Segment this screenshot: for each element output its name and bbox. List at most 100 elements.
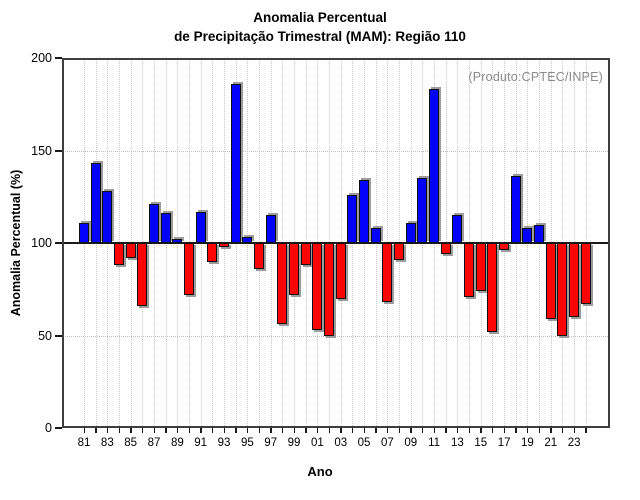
bar-1995 <box>242 237 253 243</box>
x-tick-label-01: 01 <box>310 437 324 449</box>
y-tick <box>55 427 62 429</box>
x-tick <box>351 428 354 433</box>
bar-2018 <box>510 176 521 243</box>
x-tick-label-03: 03 <box>334 437 348 449</box>
bar-2019 <box>522 228 533 243</box>
plot-area: (Produto:CPTEC/INPE) <box>62 58 610 428</box>
x-tick-label-95: 95 <box>240 437 254 449</box>
x-tick <box>165 428 167 433</box>
bar-2003 <box>335 243 346 299</box>
bar-1986 <box>137 243 148 306</box>
x-tick <box>410 428 412 433</box>
bar-2004 <box>347 194 358 243</box>
bar-1999 <box>289 243 300 295</box>
x-tick <box>281 428 284 433</box>
x-tick-label-21: 21 <box>544 437 558 449</box>
bar-2000 <box>300 243 311 266</box>
x-tick <box>561 428 564 433</box>
x-tick-label-91: 91 <box>194 437 208 449</box>
x-tick-label-13: 13 <box>451 437 464 449</box>
bar-2013 <box>452 215 463 243</box>
x-tick <box>258 428 261 433</box>
bar-1989 <box>172 239 183 243</box>
x-tick-label-11: 11 <box>428 437 441 449</box>
x-tick <box>293 428 296 433</box>
y-tick-label-200: 200 <box>31 51 52 65</box>
x-tick <box>106 428 109 433</box>
x-tick-label-85: 85 <box>124 437 138 449</box>
x-tick-label-89: 89 <box>170 437 184 449</box>
bar-2022 <box>557 243 568 336</box>
bar-2006 <box>370 228 381 243</box>
x-tick <box>141 428 144 433</box>
y-tick-label-100: 100 <box>31 236 52 250</box>
bar-2021 <box>545 243 556 319</box>
x-tick <box>83 428 85 433</box>
bar-1984 <box>114 243 124 266</box>
x-tick-label-17: 17 <box>497 437 511 449</box>
x-tick <box>200 428 202 433</box>
x-tick <box>573 428 576 433</box>
x-tick <box>153 428 156 433</box>
x-tick <box>375 428 377 433</box>
x-tick <box>340 428 342 433</box>
x-tick <box>456 428 459 433</box>
bar-2011 <box>429 89 440 243</box>
x-tick <box>223 428 226 433</box>
bar-1981 <box>79 222 89 243</box>
bar-1982 <box>90 163 101 243</box>
x-tick <box>386 428 389 433</box>
x-tick <box>433 428 436 433</box>
x-tick <box>550 428 552 433</box>
bar-1988 <box>160 213 171 243</box>
x-tick-label-09: 09 <box>404 437 418 449</box>
x-axis-label: Ano <box>307 464 333 479</box>
bar-2023 <box>569 243 580 317</box>
x-tick <box>130 428 132 433</box>
bar-2009 <box>405 222 416 243</box>
bar-2008 <box>394 243 405 260</box>
x-tick <box>503 428 506 433</box>
bar-1991 <box>195 211 206 243</box>
y-tick-label-0: 0 <box>45 421 52 435</box>
x-tick <box>211 428 214 433</box>
bar-2016 <box>487 243 498 332</box>
h-gridline-50 <box>62 335 610 337</box>
bar-2007 <box>382 243 393 303</box>
h-gridline-150 <box>62 150 610 152</box>
y-tick <box>55 242 62 244</box>
y-tick-label-150: 150 <box>31 143 52 158</box>
x-tick <box>305 428 307 433</box>
x-tick-label-07: 07 <box>381 437 394 449</box>
x-tick <box>398 428 401 433</box>
y-tick <box>55 57 62 59</box>
x-tick-label-83: 83 <box>100 437 114 449</box>
x-tick <box>421 428 424 433</box>
x-tick <box>188 428 191 433</box>
bar-2001 <box>312 243 323 330</box>
x-tick <box>445 428 447 433</box>
x-tick <box>491 428 494 433</box>
x-tick-label-05: 05 <box>357 437 371 449</box>
x-tick-label-93: 93 <box>217 437 231 449</box>
bar-1990 <box>184 243 195 295</box>
x-tick <box>585 428 587 433</box>
chart-title: Anomalia Percentual de Precipitação Trim… <box>0 8 640 46</box>
bar-2020 <box>534 224 545 243</box>
x-tick-label-19: 19 <box>521 437 534 449</box>
y-tick <box>55 149 62 152</box>
bar-2010 <box>417 178 428 243</box>
x-tick-label-15: 15 <box>474 437 488 449</box>
x-tick <box>316 428 319 433</box>
x-tick-label-99: 99 <box>287 437 301 449</box>
x-tick <box>270 428 272 433</box>
chart-title-line2: de Precipitação Trimestral (MAM): Região… <box>174 29 466 44</box>
bar-1994 <box>230 83 241 243</box>
bar-1987 <box>149 204 160 243</box>
x-tick <box>363 428 366 433</box>
bar-1992 <box>207 243 218 262</box>
x-tick <box>480 428 482 433</box>
bar-2024 <box>580 243 591 305</box>
x-tick <box>246 428 249 433</box>
